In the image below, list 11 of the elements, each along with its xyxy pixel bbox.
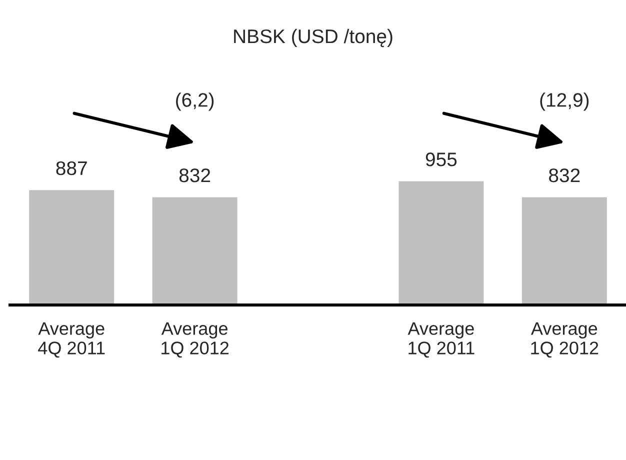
data-label: 832 [179, 168, 210, 182]
text: (6,2) [176, 92, 214, 111]
chart-title: NBSK (USD /tonę) [234, 28, 392, 48]
data-label: 832 [549, 168, 580, 182]
text: (12,9) [540, 92, 589, 111]
data-label: 887 [56, 161, 87, 176]
data-label: 955 [426, 152, 457, 166]
x-tick-label: Average 1Q 2011 [408, 322, 474, 358]
x-tick-label: Average 1Q 2012 [161, 322, 229, 358]
x-tick-label: Average 4Q 2011 [38, 322, 105, 358]
x-tick-label: Average 1Q 2012 [530, 322, 598, 358]
